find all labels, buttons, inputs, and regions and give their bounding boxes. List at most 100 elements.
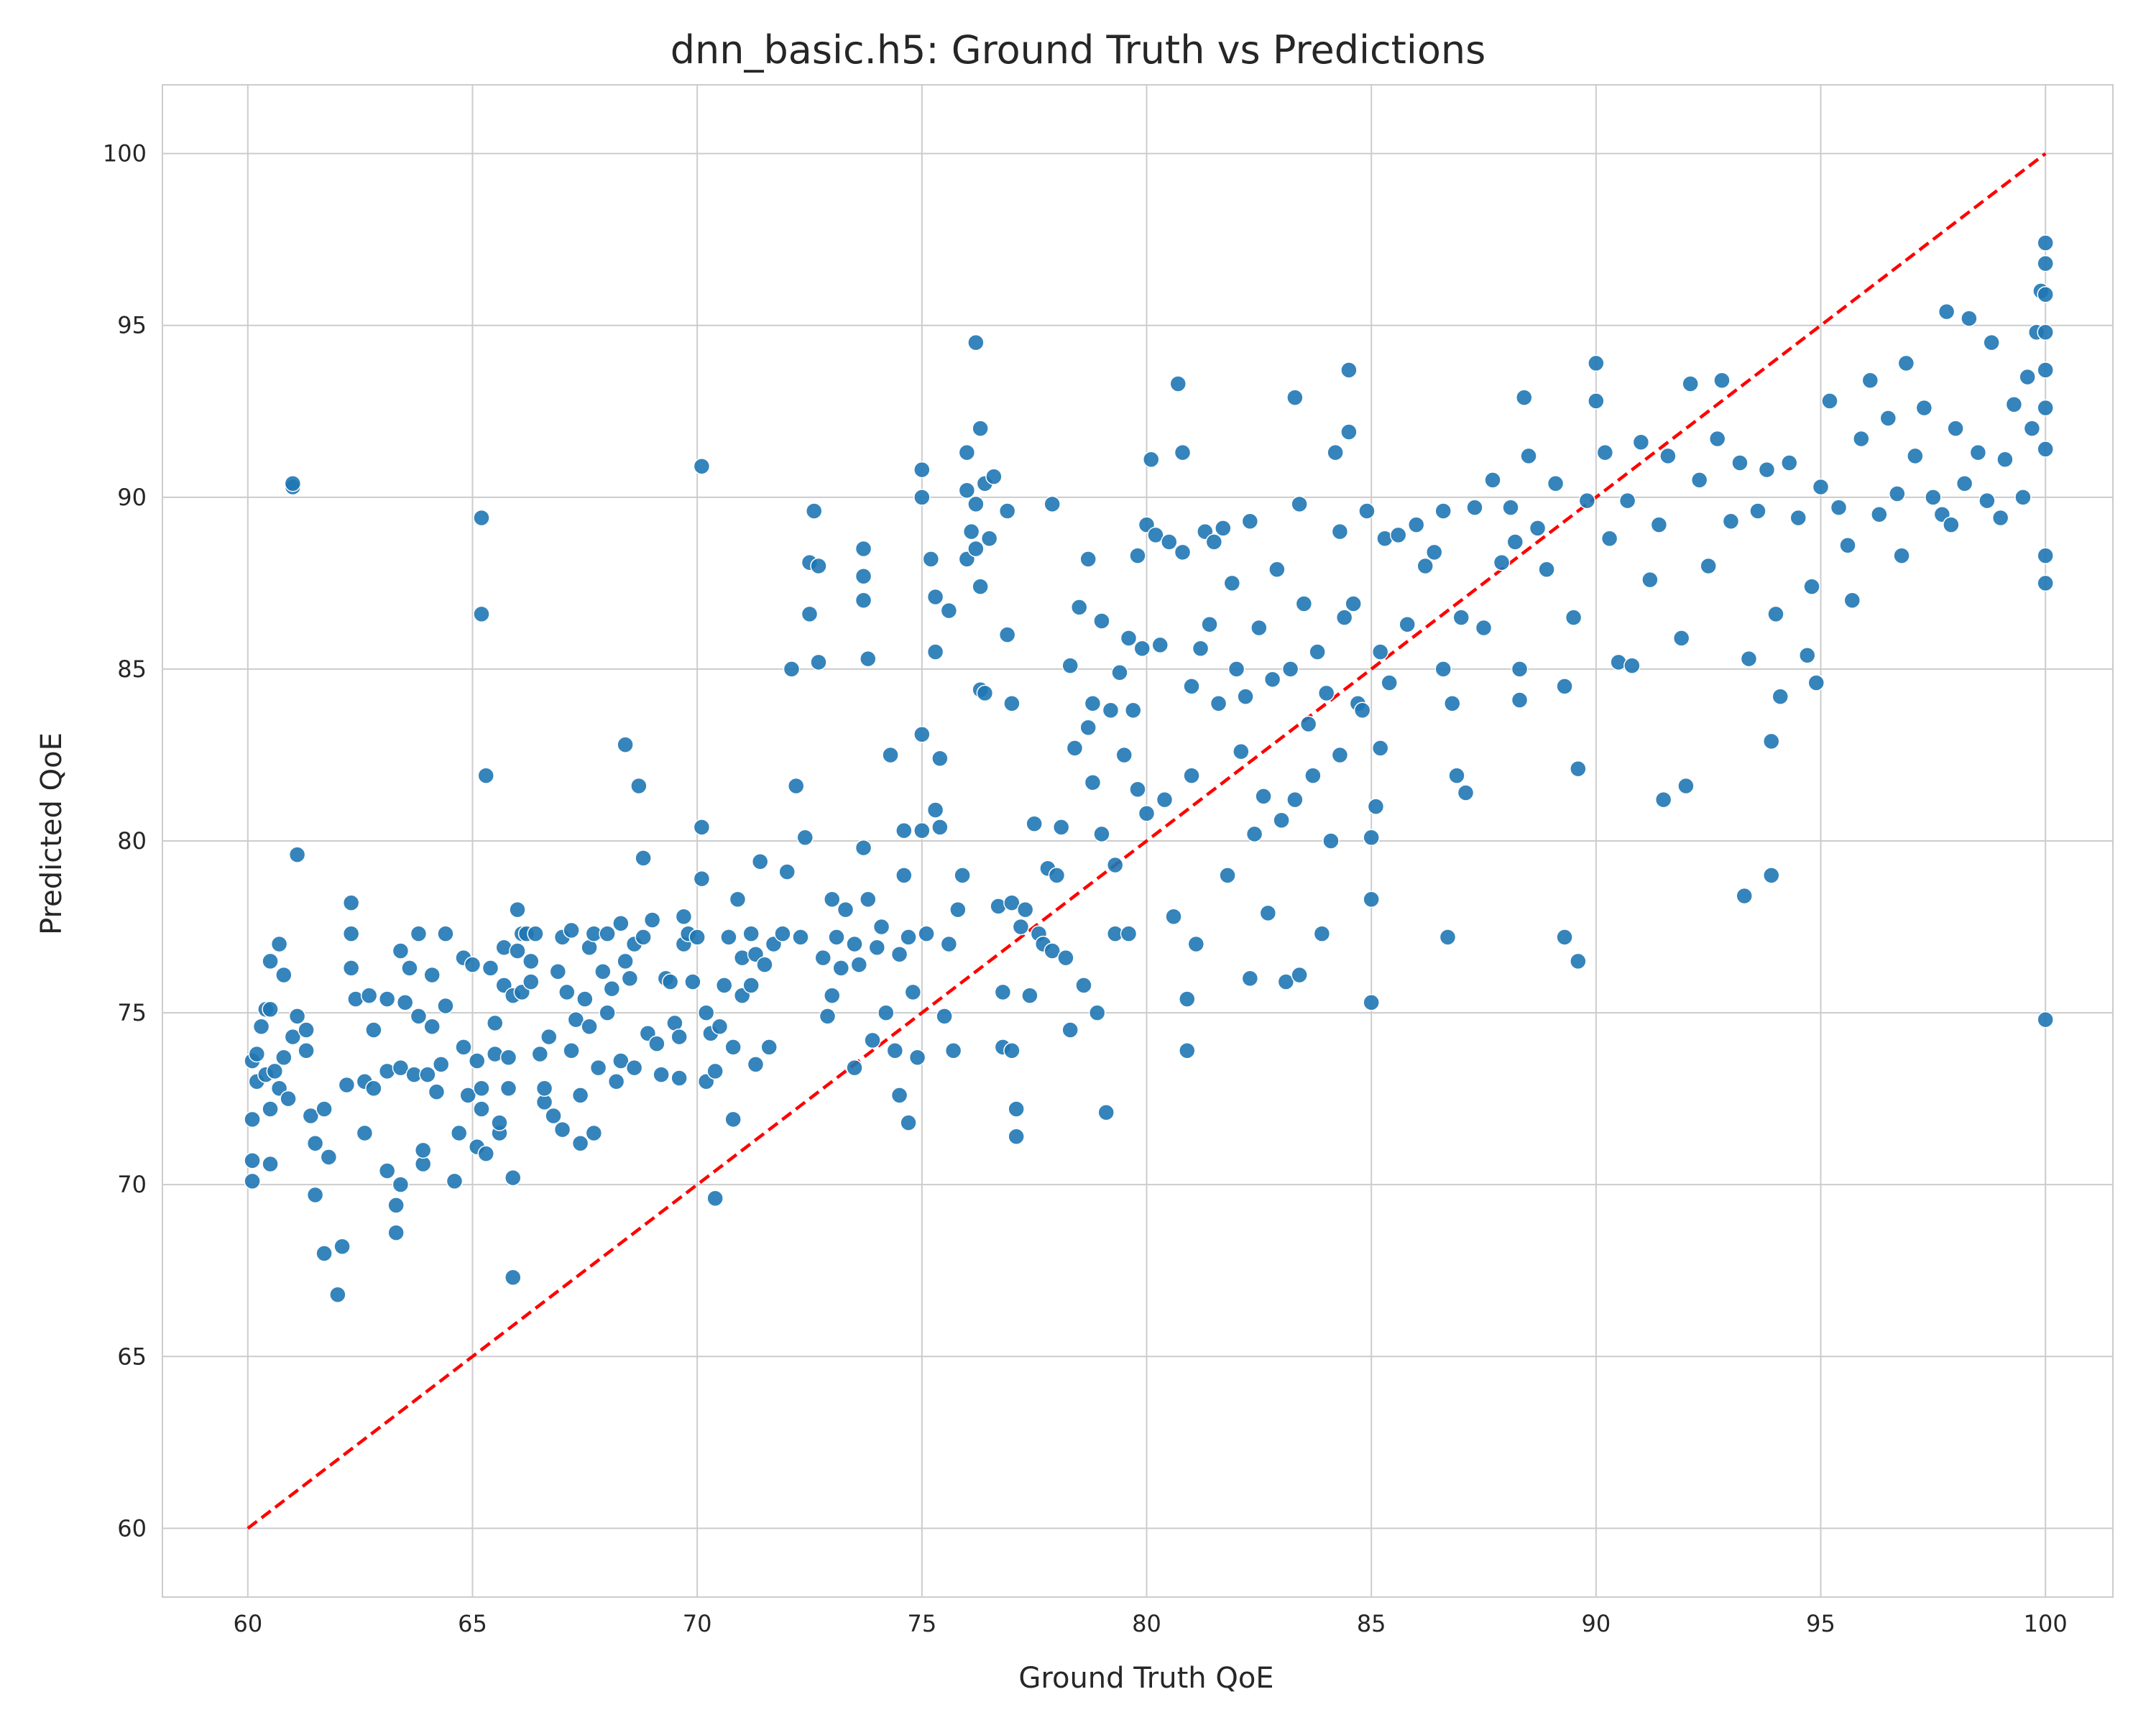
data-point xyxy=(499,1080,517,1098)
data-point xyxy=(315,1100,333,1118)
data-point xyxy=(392,1176,410,1193)
data-point xyxy=(522,952,540,970)
data-point xyxy=(1762,732,1780,750)
data-point xyxy=(1263,671,1281,689)
data-point xyxy=(477,767,494,784)
data-point xyxy=(1097,1104,1115,1121)
data-point xyxy=(913,726,931,743)
data-point xyxy=(751,852,769,870)
data-point xyxy=(1371,740,1389,757)
data-point xyxy=(464,956,482,973)
data-point xyxy=(1434,661,1452,678)
data-point xyxy=(1313,925,1331,942)
data-point xyxy=(392,942,410,960)
data-point xyxy=(1106,856,1124,874)
data-point xyxy=(653,1066,670,1083)
data-point xyxy=(1839,537,1856,554)
data-point xyxy=(2037,285,2054,303)
data-point xyxy=(1335,609,1353,626)
data-point xyxy=(1147,526,1164,544)
data-point xyxy=(2037,574,2054,592)
data-point xyxy=(828,929,845,946)
data-point xyxy=(1174,443,1192,461)
data-point xyxy=(1682,375,1699,392)
data-point xyxy=(810,653,827,671)
data-point xyxy=(1381,674,1398,691)
data-point xyxy=(1026,815,1043,832)
data-point xyxy=(1255,788,1272,805)
data-point xyxy=(1052,819,1070,836)
data-point xyxy=(1331,746,1349,764)
data-point xyxy=(1245,825,1263,843)
data-point xyxy=(262,1000,279,1018)
data-point xyxy=(1978,492,1996,510)
data-point xyxy=(1219,867,1236,884)
y-tick-label: 70 xyxy=(117,1171,147,1198)
data-point xyxy=(1907,447,1924,465)
data-point xyxy=(1893,547,1910,564)
data-point xyxy=(1565,609,1583,626)
data-point xyxy=(2037,234,2054,252)
data-point xyxy=(1843,592,1861,610)
data-point xyxy=(320,1149,338,1166)
data-point xyxy=(1425,543,1443,561)
data-point xyxy=(1538,561,1555,578)
chart-title: dnn_basic.h5: Ground Truth vs Prediction… xyxy=(671,27,1486,73)
plot-frame xyxy=(162,84,2114,1598)
data-point xyxy=(1223,574,1241,592)
y-tick-label: 75 xyxy=(117,999,147,1026)
data-point xyxy=(1578,492,1596,510)
data-point xyxy=(509,942,526,960)
data-point xyxy=(954,867,971,884)
data-point xyxy=(1889,485,1906,502)
data-point xyxy=(288,1008,306,1025)
data-point xyxy=(913,822,931,840)
data-point xyxy=(410,925,428,942)
data-point xyxy=(1955,474,1973,492)
data-point xyxy=(491,1114,508,1131)
data-point xyxy=(1996,451,2014,468)
data-point xyxy=(1938,303,1955,321)
data-point xyxy=(270,935,288,953)
data-point xyxy=(1273,811,1290,829)
reference-line-group xyxy=(247,152,2047,1530)
data-point xyxy=(1596,443,1614,461)
data-point xyxy=(1066,740,1084,757)
data-point xyxy=(1183,678,1200,695)
data-point xyxy=(482,960,499,977)
data-point xyxy=(967,540,985,558)
data-point xyxy=(378,1162,396,1179)
data-point xyxy=(252,1018,270,1035)
data-point xyxy=(1165,908,1182,925)
data-point xyxy=(1345,595,1362,612)
data-point xyxy=(854,592,872,610)
data-point xyxy=(904,983,922,1001)
data-point xyxy=(1227,661,1245,678)
data-point xyxy=(872,918,890,936)
data-point xyxy=(1084,694,1102,712)
data-point xyxy=(819,1008,837,1025)
data-point xyxy=(365,1021,382,1039)
data-point xyxy=(2037,399,2054,417)
data-point xyxy=(1371,643,1389,661)
data-point xyxy=(1151,636,1169,654)
data-point xyxy=(1407,516,1425,533)
data-point xyxy=(1183,767,1200,784)
data-point xyxy=(1215,520,1232,537)
data-point xyxy=(244,1151,261,1169)
data-point xyxy=(1781,454,1798,472)
data-point xyxy=(1079,551,1097,568)
data-point xyxy=(2014,489,2032,506)
data-point xyxy=(284,1028,302,1046)
data-point xyxy=(527,925,544,942)
data-point xyxy=(976,684,994,702)
data-point xyxy=(1008,1100,1025,1118)
data-point xyxy=(1547,474,1565,492)
data-point xyxy=(1947,420,1964,437)
data-point xyxy=(688,929,706,946)
data-point xyxy=(671,1028,688,1046)
data-point xyxy=(1237,688,1254,705)
data-point xyxy=(594,962,612,980)
data-point xyxy=(1399,615,1416,633)
data-point xyxy=(1363,891,1380,908)
